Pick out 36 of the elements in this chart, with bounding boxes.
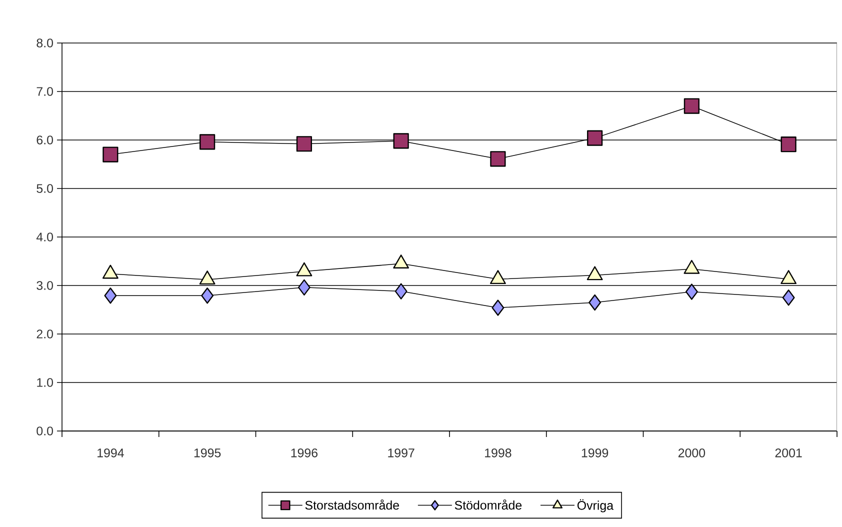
point (393, 133, 409, 149)
x-tick-label: 2001 (775, 448, 802, 458)
legend-label: Stödområde (454, 499, 522, 510)
x-tick-label: 1999 (582, 448, 608, 458)
y-tick-label: 2.0 (36, 330, 53, 338)
point (782, 290, 795, 306)
point (201, 288, 214, 304)
point (200, 134, 216, 150)
point (685, 284, 698, 300)
point (102, 146, 118, 162)
point (684, 98, 700, 114)
x-tick-label: 1995 (194, 448, 221, 458)
y-tick-label: 0.0 (36, 426, 53, 436)
point (298, 279, 310, 296)
y-tick-label: 4.0 (36, 232, 53, 242)
x-tick-label: 1994 (98, 448, 124, 458)
y-tick-label: 1.0 (37, 378, 53, 387)
y-tick-label: 7.0 (36, 87, 53, 96)
legend-label: Övriga (577, 499, 614, 512)
point (296, 136, 312, 152)
point (492, 300, 504, 316)
x-tick-label: 1997 (388, 448, 414, 458)
x-tick-label: 2000 (678, 448, 706, 458)
legend-label: Storstadsområde (305, 499, 399, 510)
point (587, 130, 603, 146)
point (780, 136, 796, 152)
point (490, 151, 506, 167)
point (394, 283, 408, 300)
point (588, 294, 602, 311)
y-tick-label: 3.0 (36, 281, 53, 290)
y-tick-label: 8.0 (36, 38, 53, 48)
y-tick-label: 5.0 (36, 184, 53, 193)
y-tick-label: 6.0 (36, 136, 53, 144)
x-tick-label: 1996 (291, 448, 318, 458)
point (104, 288, 117, 304)
x-tick-label: 1998 (485, 448, 512, 458)
